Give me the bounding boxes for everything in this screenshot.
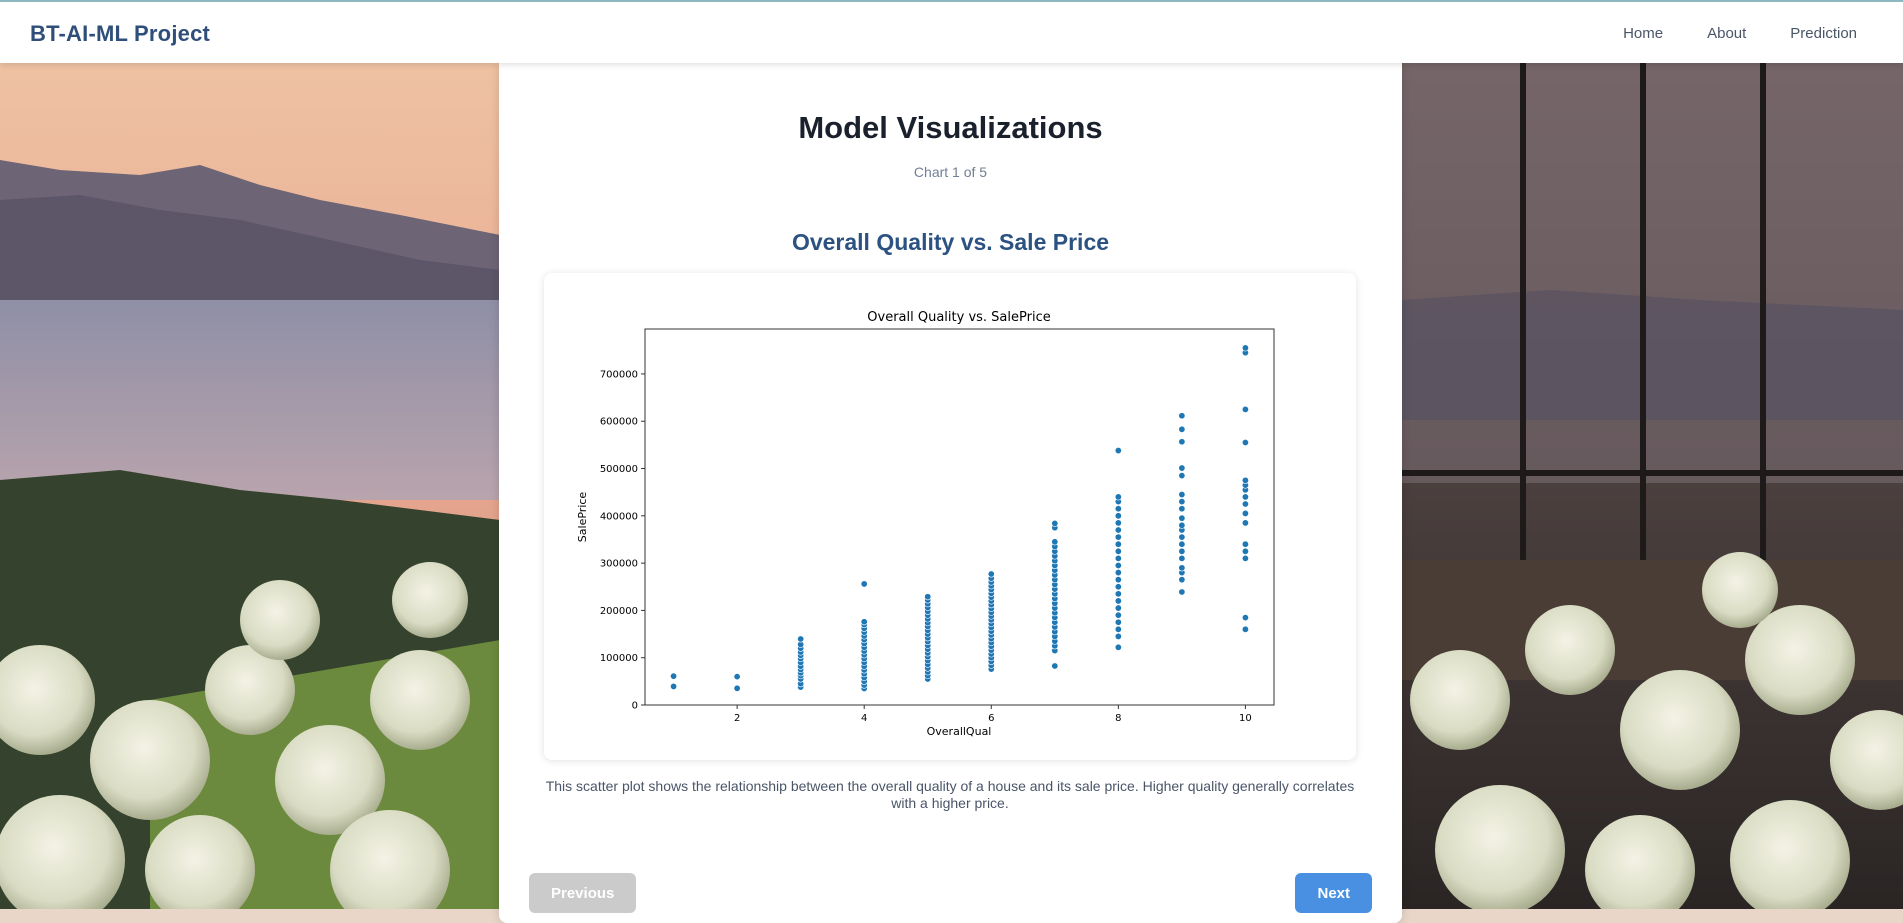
data-point <box>860 580 868 588</box>
scatter-chart: Overall Quality vs. SalePrice 0 100000 200… <box>576 310 1275 738</box>
x-tick-label: 10 <box>1239 713 1252 724</box>
x-tick-label: 2 <box>734 713 740 724</box>
data-point <box>1051 538 1059 546</box>
data-point <box>1178 412 1186 420</box>
data-point <box>797 635 805 643</box>
nav-links: Home About Prediction <box>1579 25 1857 42</box>
data-point <box>1241 625 1249 633</box>
data-point <box>860 618 868 626</box>
data-point <box>1114 493 1122 501</box>
x-tick-label: 6 <box>988 713 994 724</box>
data-point <box>1241 493 1249 501</box>
data-point <box>924 593 932 601</box>
chart-description: This scatter plot shows the relationship… <box>545 778 1355 811</box>
y-tick-label: 100000 <box>600 653 638 664</box>
page-title: Model Visualizations <box>798 110 1103 145</box>
brand-logo[interactable]: BT-AI-ML Project <box>30 21 211 46</box>
data-point <box>1114 519 1122 527</box>
x-tick-label: 4 <box>861 713 867 724</box>
y-axis-label: SalePrice <box>576 492 589 543</box>
data-point <box>1241 540 1249 548</box>
data-point <box>1114 583 1122 591</box>
data-point <box>1114 540 1122 548</box>
y-tick-label: 500000 <box>600 464 638 475</box>
data-point <box>1178 472 1186 480</box>
visualization-card: Model Visualizations Chart 1 of 5 Overal… <box>499 63 1402 923</box>
data-point <box>733 673 741 681</box>
data-point <box>1114 505 1122 513</box>
data-point <box>733 684 741 692</box>
data-point <box>1114 590 1122 598</box>
data-point <box>1178 514 1186 522</box>
data-point <box>1114 447 1122 455</box>
x-tick-label: 8 <box>1115 713 1121 724</box>
data-point <box>1114 547 1122 555</box>
data-point <box>1178 425 1186 433</box>
data-point <box>1114 569 1122 577</box>
x-axis-label: OverallQual <box>927 725 992 738</box>
data-point <box>1241 405 1249 413</box>
data-point <box>1051 519 1059 527</box>
data-point <box>1178 464 1186 472</box>
y-tick-label: 600000 <box>600 417 638 428</box>
data-point <box>1114 576 1122 584</box>
data-point <box>1114 625 1122 633</box>
data-point <box>1114 611 1122 619</box>
chart-container: Overall Quality vs. SalePrice 0 100000 200… <box>544 273 1356 760</box>
data-point <box>1051 662 1059 670</box>
data-point <box>1241 500 1249 508</box>
plot-area <box>644 328 1275 706</box>
data-point <box>1241 614 1249 622</box>
data-point <box>1241 344 1249 352</box>
data-point <box>1178 491 1186 499</box>
y-tick-label: 200000 <box>600 606 638 617</box>
data-point <box>1114 632 1122 640</box>
nav-home[interactable]: Home <box>1623 25 1664 42</box>
chart-title: Overall Quality vs. SalePrice <box>867 310 1050 325</box>
data-point <box>1114 597 1122 605</box>
data-point <box>1178 540 1186 548</box>
data-point <box>1114 526 1122 534</box>
data-point <box>1178 438 1186 446</box>
data-point <box>1114 561 1122 569</box>
data-point <box>1241 509 1249 517</box>
data-point <box>670 672 678 680</box>
data-point <box>1241 547 1249 555</box>
nav-prediction[interactable]: Prediction <box>1790 25 1857 42</box>
data-point <box>1178 576 1186 584</box>
data-point <box>1241 519 1249 527</box>
data-point <box>987 570 995 578</box>
previous-button[interactable]: Previous <box>529 873 637 913</box>
data-point <box>1178 588 1186 596</box>
data-point <box>1114 512 1122 520</box>
data-point <box>1178 505 1186 513</box>
data-point <box>1178 564 1186 572</box>
data-point <box>1114 604 1122 612</box>
data-point <box>1241 554 1249 562</box>
y-tick-label: 400000 <box>600 511 638 522</box>
navbar: BT-AI-ML Project Home About Prediction <box>0 0 1903 63</box>
data-point <box>1178 533 1186 541</box>
data-point <box>1241 439 1249 447</box>
data-point <box>1178 498 1186 506</box>
data-point <box>1178 554 1186 562</box>
data-point <box>1178 521 1186 529</box>
data-point <box>670 682 678 690</box>
data-point <box>1114 643 1122 651</box>
data-point <box>1114 554 1122 562</box>
y-tick-label: 0 <box>632 701 638 712</box>
y-tick-label: 300000 <box>600 559 638 570</box>
y-tick-label: 700000 <box>600 369 638 380</box>
nav-about[interactable]: About <box>1707 25 1747 42</box>
next-button[interactable]: Next <box>1295 873 1372 913</box>
data-point <box>1241 476 1249 484</box>
chart-heading: Overall Quality vs. Sale Price <box>791 229 1110 255</box>
chart-counter: Chart 1 of 5 <box>913 164 988 180</box>
data-point <box>1114 618 1122 626</box>
data-point <box>1178 547 1186 555</box>
data-point <box>1114 533 1122 541</box>
